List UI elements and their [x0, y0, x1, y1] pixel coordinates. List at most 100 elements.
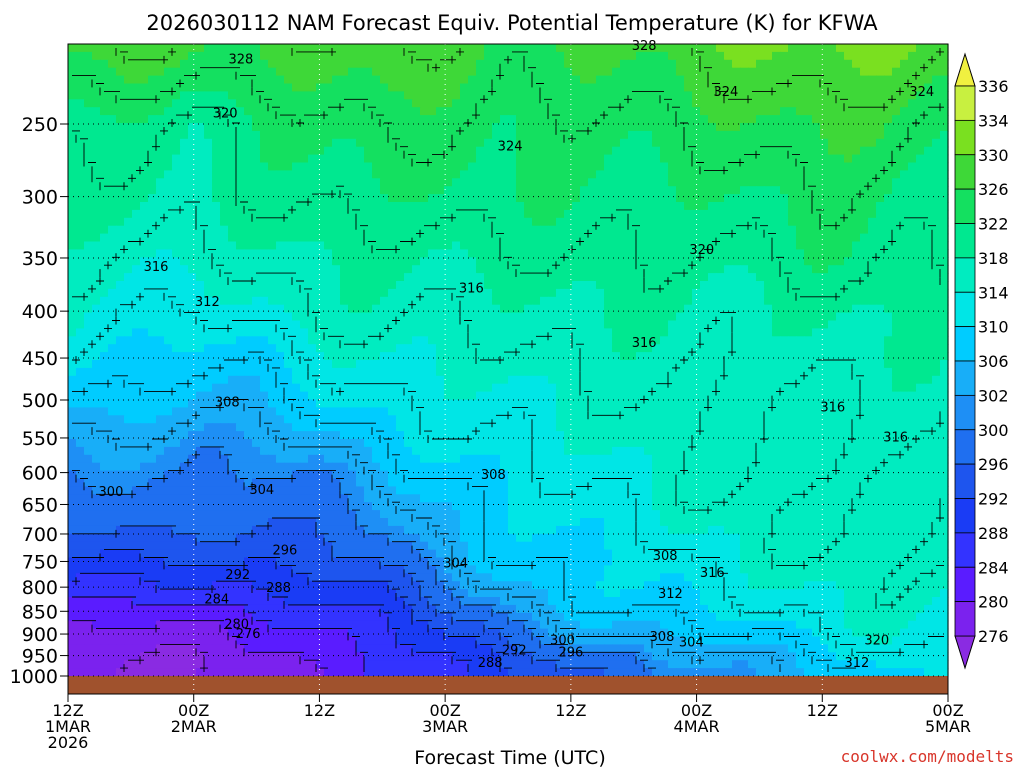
heatmap-cell: [780, 233, 789, 243]
heatmap-cell: [924, 391, 933, 401]
heatmap-cell: [860, 194, 869, 203]
heatmap-cell: [940, 265, 949, 274]
heatmap-cell: [420, 107, 429, 116]
heatmap-cell: [748, 130, 757, 140]
heatmap-cell: [340, 154, 349, 164]
heatmap-cell: [316, 178, 325, 187]
heatmap-cell: [604, 138, 613, 148]
heatmap-cell: [668, 107, 677, 116]
heatmap-cell: [668, 320, 677, 329]
heatmap-cell: [332, 162, 341, 171]
heatmap-cell: [708, 59, 717, 69]
heatmap-cell: [708, 107, 717, 116]
heatmap-cell: [580, 59, 589, 69]
heatmap-cell: [876, 75, 885, 85]
heatmap-cell: [300, 265, 309, 274]
heatmap-cell: [452, 130, 461, 140]
heatmap-cell: [740, 67, 749, 77]
heatmap-cell: [268, 162, 277, 171]
heatmap-cell: [108, 375, 117, 385]
heatmap-cell: [428, 296, 437, 306]
heatmap-cell: [548, 138, 557, 148]
heatmap-cell: [572, 67, 581, 77]
heatmap-cell: [620, 178, 629, 187]
heatmap-cell: [388, 360, 397, 369]
heatmap-cell: [132, 186, 141, 195]
heatmap-cell: [500, 154, 509, 164]
heatmap-cell: [396, 312, 405, 322]
heatmap-cell: [276, 186, 285, 195]
heatmap-cell: [244, 115, 253, 124]
heatmap-cell: [652, 186, 661, 195]
heatmap-cell: [532, 312, 541, 322]
heatmap-cell: [300, 233, 309, 243]
heatmap-cell: [828, 107, 837, 116]
heatmap-cell: [692, 186, 701, 195]
heatmap-cell: [324, 123, 333, 132]
heatmap-cell: [532, 304, 541, 314]
heatmap-cell: [748, 178, 757, 187]
heatmap-cell: [836, 194, 845, 203]
heatmap-cell: [524, 99, 533, 108]
heatmap-cell: [884, 344, 893, 353]
heatmap-cell: [532, 91, 541, 100]
heatmap-cell: [708, 273, 717, 282]
heatmap-cell: [316, 99, 325, 108]
heatmap-cell: [284, 281, 293, 290]
heatmap-cell: [884, 99, 893, 108]
heatmap-cell: [524, 391, 533, 401]
heatmap-cell: [452, 257, 461, 266]
heatmap-cell: [444, 99, 453, 108]
heatmap-cell: [100, 130, 109, 140]
heatmap-cell: [500, 107, 509, 116]
heatmap-cell: [612, 281, 621, 290]
heatmap-cell: [436, 273, 445, 282]
heatmap-cell: [500, 296, 509, 306]
heatmap-cell: [364, 91, 373, 100]
heatmap-cell: [300, 360, 309, 369]
heatmap-cell: [180, 281, 189, 290]
heatmap-cell: [492, 288, 501, 298]
heatmap-cell: [356, 209, 365, 219]
heatmap-cell: [428, 273, 437, 282]
heatmap-cell: [508, 391, 517, 401]
heatmap-cell: [476, 186, 485, 195]
heatmap-cell: [268, 257, 277, 266]
heatmap-cell: [356, 375, 365, 385]
heatmap-cell: [68, 304, 77, 314]
heatmap-cell: [132, 44, 141, 53]
heatmap-cell: [828, 249, 837, 258]
heatmap-cell: [924, 75, 933, 85]
heatmap-cell: [156, 265, 165, 274]
heatmap-cell: [876, 328, 885, 337]
heatmap-cell: [684, 383, 693, 393]
heatmap-cell: [484, 233, 493, 243]
heatmap-cell: [900, 83, 909, 92]
heatmap-cell: [76, 281, 85, 290]
heatmap-cell: [188, 91, 197, 100]
heatmap-cell: [436, 130, 445, 140]
heatmap-cell: [852, 367, 861, 377]
heatmap-cell: [732, 146, 741, 156]
heatmap-cell: [188, 391, 197, 401]
heatmap-cell: [108, 391, 117, 401]
heatmap-cell: [924, 91, 933, 100]
heatmap-cell: [884, 375, 893, 385]
heatmap-cell: [316, 202, 325, 211]
heatmap-cell: [820, 352, 829, 361]
heatmap-cell: [772, 194, 781, 203]
heatmap-cell: [828, 288, 837, 298]
heatmap-cell: [108, 257, 117, 266]
heatmap-cell: [652, 233, 661, 243]
heatmap-cell: [492, 328, 501, 337]
heatmap-cell: [148, 59, 157, 69]
heatmap-cell: [892, 202, 901, 211]
heatmap-cell: [812, 328, 821, 337]
heatmap-cell: [156, 241, 165, 250]
heatmap-cell: [604, 375, 613, 385]
heatmap-cell: [404, 296, 413, 306]
heatmap-cell: [84, 383, 93, 393]
heatmap-cell: [556, 217, 565, 227]
heatmap-cell: [748, 233, 757, 243]
heatmap-cell: [932, 99, 941, 108]
